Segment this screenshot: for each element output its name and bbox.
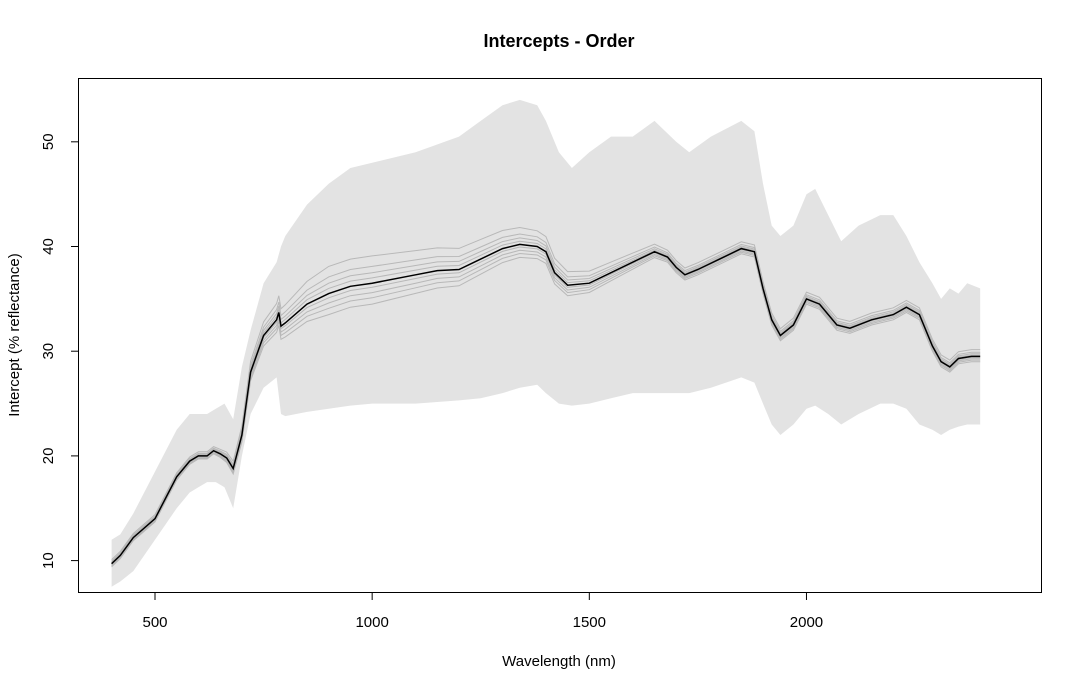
y-axis-label: Intercept (% reflectance) [6,253,23,416]
ensemble-line-3 [111,237,981,563]
x-axis-label: Wavelength (nm) [502,653,616,670]
ensemble-line-7 [111,251,981,567]
ensemble-line-2 [111,233,981,562]
plot-layer [111,99,981,587]
x-tick-label: 1500 [573,614,606,631]
y-axis: 10 20 30 40 50 [40,133,79,569]
x-axis: 500 1000 1500 2000 [142,592,823,631]
mean-line [111,243,981,565]
y-tick-label: 30 [40,343,57,360]
ensemble-line-1 [111,226,981,560]
y-tick-label: 20 [40,448,57,465]
ensemble-line-6 [111,249,981,566]
chart-title: Intercepts - Order [483,31,634,51]
ensemble-line-8 [111,253,981,568]
y-tick-label: 10 [40,552,57,569]
variability-band [111,99,981,587]
x-tick-label: 1000 [355,614,388,631]
y-tick-label: 40 [40,238,57,255]
x-tick-label: 2000 [790,614,823,631]
y-tick-label: 50 [40,133,57,150]
x-tick-label: 500 [142,614,167,631]
